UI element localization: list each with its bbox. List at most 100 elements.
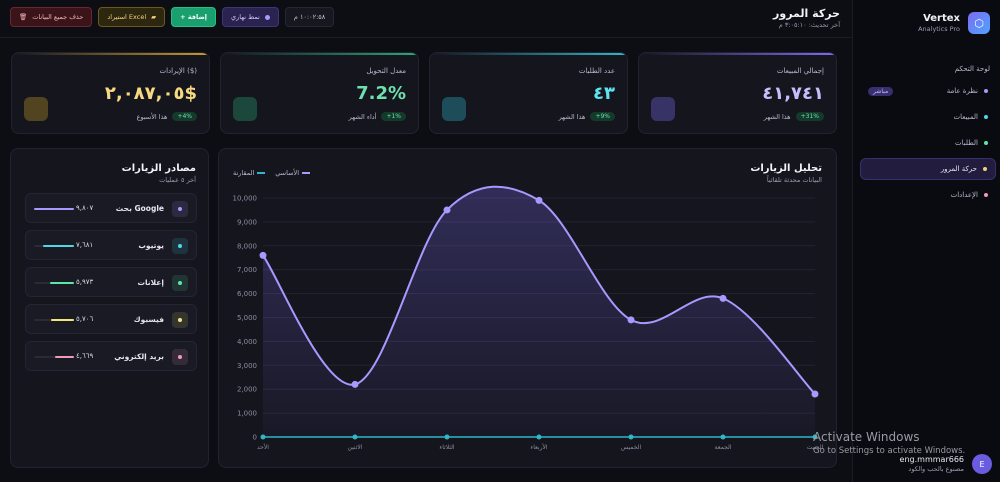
source-icon	[172, 349, 188, 365]
legend-swatch	[302, 172, 311, 174]
folder-icon: ▰	[151, 13, 157, 21]
kpi-card[interactable]: إجمالي المبيعات ٤١,٧٤١ +31% هذا الشهر	[638, 52, 837, 134]
data-point	[811, 390, 819, 398]
live-badge: مباشر	[868, 86, 894, 96]
data-point	[444, 434, 450, 440]
kpi-period: هذا الشهر	[558, 112, 586, 121]
kpi-change-badge: +31%	[795, 112, 824, 121]
kpi-value: ٤١,٧٤١	[762, 83, 824, 104]
sidebar: ⬡ Vertex Analytics Pro لوحة التحكم نظرة …	[852, 0, 1000, 482]
data-point	[259, 251, 267, 259]
avatar: E	[972, 454, 992, 474]
source-row[interactable]: إعلانات ٥,٩٧٣	[25, 267, 197, 297]
kpi-change-badge: +1%	[381, 112, 406, 121]
data-point	[260, 434, 266, 440]
page-title: حركة المرور	[773, 7, 840, 20]
source-icon	[172, 312, 188, 328]
y-tick-label: 7,000	[237, 266, 257, 274]
kpi-label: الإيرادات ($)	[159, 67, 198, 75]
import-excel-button[interactable]: استيراد Excel ▰	[98, 7, 166, 27]
brand-logo-icon: ⬡	[968, 12, 990, 34]
chart-legend[interactable]: الأساسي المقارنة	[233, 169, 311, 177]
nav-dot-icon	[983, 167, 987, 171]
kpi-card[interactable]: معدل التحويل 7.2% +1% أداء الشهر	[220, 52, 419, 134]
source-bar-fill	[34, 208, 74, 210]
source-name: بحث Google	[115, 204, 164, 213]
kpi-label: معدل التحويل	[366, 67, 406, 75]
sidebar-item-label: المبيعات	[953, 113, 978, 121]
series-area	[263, 186, 815, 437]
nav-dot-icon	[984, 115, 988, 119]
kpi-icon	[233, 97, 257, 121]
x-tick-label: الاثنين	[348, 444, 363, 451]
sidebar-item[interactable]: المبيعات	[860, 106, 996, 128]
source-value: ٥,٧٠٦	[76, 315, 94, 323]
y-tick-label: 3,000	[237, 362, 257, 370]
source-bar	[34, 245, 74, 247]
traffic-chart[interactable]: 0 1,000 2,000 3,000 4,000 5,000 6,000 7,000 8,00…	[219, 149, 838, 469]
user-role: مصنوع بالحب والكود	[908, 465, 964, 473]
clear-all-label: حذف جميع البيانات	[32, 13, 84, 21]
sidebar-item[interactable]: نظرة عامة مباشر	[860, 80, 996, 102]
sidebar-item-label: حركة المرور	[940, 165, 977, 173]
sidebar-item[interactable]: الإعدادات	[860, 184, 996, 206]
user-profile[interactable]: E eng.mmmar666 مصنوع بالحب والكود	[900, 454, 992, 474]
source-row[interactable]: يوتيوب ٧,٦٨١	[25, 230, 197, 260]
user-name: eng.mmmar666	[899, 455, 964, 464]
y-tick-label: 10,000	[233, 195, 258, 203]
data-point	[536, 434, 542, 440]
x-tick-label: الأربعاء	[530, 443, 548, 451]
sidebar-item-label: الإعدادات	[950, 191, 978, 199]
x-tick-label: الجمعة	[715, 444, 732, 451]
source-bar-fill	[49, 282, 74, 284]
source-icon	[172, 238, 188, 254]
kpi-value: ٢,٠٨٧,٠٥$	[104, 83, 197, 104]
mode-label: نمط نهاري	[231, 13, 260, 21]
nav-list: نظرة عامة مباشر المبيعات الطلبات حركة المرور…	[860, 80, 996, 210]
y-tick-label: 4,000	[237, 338, 257, 346]
data-point	[627, 316, 635, 324]
brand[interactable]: ⬡ Vertex Analytics Pro	[918, 12, 990, 34]
data-point	[443, 206, 451, 214]
source-value: ٧,٦٨١	[76, 241, 94, 249]
source-bar-fill	[42, 245, 74, 247]
chart-title: تحليل الزيارات	[750, 163, 822, 174]
trash-icon: 🗑	[19, 13, 28, 21]
add-button[interactable]: + إضافة	[171, 7, 217, 27]
nav-heading: لوحة التحكم	[954, 65, 990, 73]
traffic-sources-panel: مصادر الزيارات آخر ٥ عمليات بحث Google ٩,…	[10, 148, 209, 468]
source-icon	[172, 275, 188, 291]
y-tick-label: 9,000	[237, 218, 257, 226]
source-value: ٩,٨٠٧	[76, 204, 94, 212]
data-point	[535, 196, 543, 204]
kpi-card[interactable]: الإيرادات ($) ٢,٠٨٧,٠٥$ +4% هذا الأسبوع	[11, 52, 210, 134]
source-row[interactable]: فيسبوك ٥,٧٠٦	[25, 304, 197, 334]
kpi-period: هذا الشهر	[763, 112, 791, 121]
data-point	[812, 434, 818, 440]
kpi-value: 7.2%	[356, 83, 406, 104]
kpi-change-badge: +4%	[172, 112, 197, 121]
source-row[interactable]: بريد إلكتروني ٤,٦٦٩	[25, 341, 197, 371]
kpi-accent	[639, 53, 836, 55]
sidebar-item[interactable]: حركة المرور	[860, 158, 996, 180]
brand-subtitle: Analytics Pro	[918, 25, 960, 33]
kpi-value: ٤٣	[593, 83, 615, 104]
sources-title: مصادر الزيارات	[121, 163, 196, 174]
source-row[interactable]: بحث Google ٩,٨٠٧	[25, 193, 197, 223]
legend-item[interactable]: الأساسي	[275, 169, 311, 177]
sidebar-item[interactable]: الطلبات	[860, 132, 996, 154]
source-name: إعلانات	[137, 278, 164, 287]
kpi-change-badge: +9%	[590, 112, 615, 121]
kpi-icon	[442, 97, 466, 121]
kpi-card[interactable]: عدد الطلبات ٤٣ +9% هذا الشهر	[429, 52, 628, 134]
sidebar-item-label: نظرة عامة	[946, 87, 978, 95]
source-bar	[34, 356, 74, 358]
kpi-accent	[12, 53, 209, 55]
kpi-icon	[651, 97, 675, 121]
light-mode-toggle[interactable]: نمط نهاري	[222, 7, 279, 27]
brand-name: Vertex	[923, 13, 960, 24]
legend-item[interactable]: المقارنة	[233, 169, 266, 177]
source-bar	[34, 319, 74, 321]
clear-all-button[interactable]: 🗑 حذف جميع البيانات	[10, 7, 93, 27]
